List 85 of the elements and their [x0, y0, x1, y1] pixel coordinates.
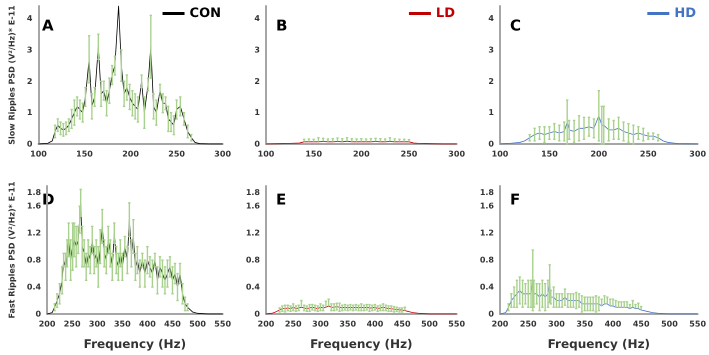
x-tick-label: 200: [492, 320, 509, 328]
x-tick-label: 150: [305, 150, 322, 158]
annotation: B: [276, 16, 288, 34]
x-tick-label: 100: [492, 150, 509, 158]
y-tick-label: 1.8: [480, 188, 494, 198]
x-tick-label: 300: [448, 150, 466, 158]
y-tick-label: 1.6: [480, 202, 494, 211]
x-tick-label: 200: [38, 320, 56, 328]
y-tick-label: 1.2: [26, 228, 42, 238]
x-tick-label: 250: [284, 320, 302, 328]
y-tick-label: 1.2: [246, 228, 260, 238]
y-tick-label: 1.2: [480, 228, 494, 238]
x-axis-title: Frequency (Hz): [310, 337, 413, 351]
x-tick-label: 350: [114, 320, 132, 328]
x-tick-label: 200: [590, 150, 608, 158]
y-tick-label: 0.4: [480, 282, 494, 292]
x-tick-label: 550: [214, 320, 232, 328]
x-tick-label: 500: [421, 320, 438, 328]
x-tick-label: 250: [400, 150, 418, 158]
x-tick-label: 250: [520, 320, 538, 328]
x-tick-label: 450: [394, 320, 411, 328]
y-tick-label: 2: [488, 76, 494, 86]
x-tick-label: 550: [448, 320, 466, 328]
x-tick-label: 500: [189, 320, 206, 328]
x-tick-label: 200: [352, 150, 370, 158]
annotation: C: [510, 16, 522, 34]
legend-label: CON: [190, 6, 222, 21]
y-tick-label: 0: [254, 140, 260, 148]
x-tick-label: 350: [339, 320, 356, 328]
y-tick-label: 1.6: [246, 202, 260, 211]
y-tick-label: 1.6: [26, 202, 42, 211]
y-tick-label: 1.8: [26, 188, 42, 198]
y-tick-label: 0.4: [246, 282, 260, 292]
annotation: E: [276, 190, 286, 208]
x-tick-label: 150: [541, 150, 558, 158]
x-tick-label: 250: [640, 150, 658, 158]
y-tick-label: 3: [254, 45, 260, 54]
x-tick-label: 350: [576, 320, 594, 328]
x-tick-label: 300: [548, 320, 566, 328]
y-tick-label: 0: [26, 140, 33, 148]
y-tick-label: 1: [488, 108, 494, 118]
x-tick-label: 450: [164, 320, 182, 328]
x-tick-label: 400: [604, 320, 622, 328]
y-tick-label: 4: [26, 14, 33, 24]
x-tick-label: 100: [30, 150, 48, 158]
x-tick-label: 200: [122, 150, 140, 158]
y-tick-label: 3: [488, 45, 494, 54]
y-tick-label: 2: [254, 76, 260, 86]
legend-label: HD: [674, 6, 696, 21]
y-tick-label: 0: [488, 140, 494, 148]
y-tick-label: 0.8: [480, 256, 494, 265]
x-tick-label: 250: [64, 320, 81, 328]
y-tick-label: 0: [488, 310, 494, 318]
y-tick-label: 1.8: [246, 188, 260, 198]
x-tick-label: 400: [139, 320, 156, 328]
x-tick-label: 200: [258, 320, 275, 328]
y-tick-label: 0: [254, 310, 260, 318]
y-tick-label: 0.4: [26, 282, 42, 292]
x-tick-label: 150: [76, 150, 94, 158]
annotation: A: [42, 16, 54, 34]
x-tick-label: 250: [168, 150, 186, 158]
x-axis-title: Frequency (Hz): [548, 337, 650, 351]
y-tick-label: 1: [26, 108, 33, 118]
y-tick-label: 0.8: [26, 256, 42, 265]
x-tick-label: 300: [214, 150, 232, 158]
x-tick-label: 300: [689, 150, 706, 158]
x-tick-label: 300: [312, 320, 330, 328]
x-tick-label: 300: [88, 320, 106, 328]
y-tick-label: 0: [35, 310, 42, 318]
y-tick-label: 0.8: [246, 256, 260, 265]
y-tick-label: 2: [26, 76, 32, 86]
annotation: F: [510, 190, 520, 208]
y-tick-label: 1: [254, 108, 260, 118]
x-axis-title: Frequency (Hz): [84, 337, 186, 351]
y-axis-title: Fast Ripples PSD (V²/Hz)* E-11: [8, 181, 16, 319]
x-tick-label: 550: [689, 320, 706, 328]
y-tick-label: 4: [488, 14, 494, 24]
x-tick-label: 450: [632, 320, 650, 328]
y-tick-label: 4: [254, 14, 260, 24]
x-tick-label: 400: [366, 320, 384, 328]
y-tick-label: 3: [26, 45, 32, 54]
y-axis-title: Slow Ripples PSD (V²/Hz)* E-11: [8, 4, 16, 145]
legend-label: LD: [436, 6, 456, 21]
x-tick-label: 100: [258, 150, 275, 158]
x-tick-label: 500: [661, 320, 678, 328]
